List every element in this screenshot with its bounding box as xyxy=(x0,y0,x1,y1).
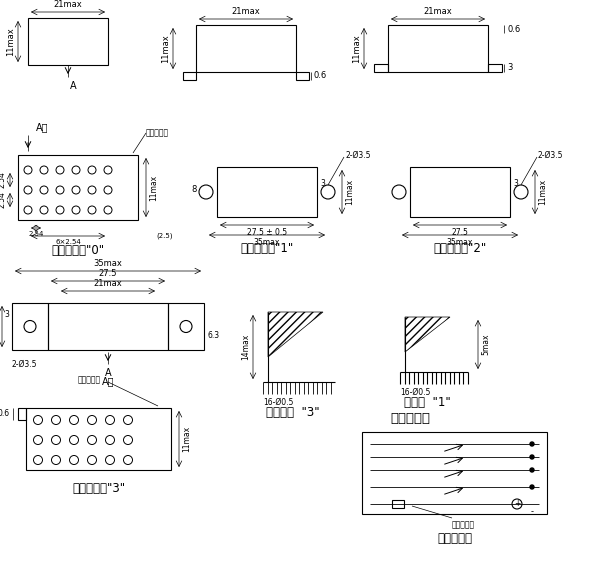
Bar xyxy=(296,72,309,80)
Bar xyxy=(18,408,26,420)
Text: 21max: 21max xyxy=(53,0,83,9)
Text: 插针式  "1": 插针式 "1" xyxy=(404,396,450,409)
Text: 2-Ø3.5: 2-Ø3.5 xyxy=(345,151,371,159)
Bar xyxy=(392,500,404,508)
Text: 2.54: 2.54 xyxy=(0,172,7,189)
Circle shape xyxy=(530,455,534,459)
Text: 3: 3 xyxy=(507,63,513,73)
Text: 11max: 11max xyxy=(161,34,170,63)
Text: +: + xyxy=(514,499,520,509)
Text: 后激励线圈: 后激励线圈 xyxy=(452,520,475,529)
Text: 6.3: 6.3 xyxy=(207,331,219,340)
Text: A向: A向 xyxy=(102,376,114,386)
Bar xyxy=(362,432,547,514)
Text: 0.6: 0.6 xyxy=(314,72,327,80)
Text: 11max: 11max xyxy=(6,27,15,56)
Bar xyxy=(12,303,48,350)
Text: 16-Ø0.5: 16-Ø0.5 xyxy=(263,398,293,407)
Text: 3: 3 xyxy=(513,179,518,187)
Text: 0.6: 0.6 xyxy=(507,24,520,34)
Text: (2.5): (2.5) xyxy=(156,233,172,239)
Text: 21max: 21max xyxy=(424,7,453,16)
Text: -: - xyxy=(530,508,533,516)
Text: 2-Ø3.5: 2-Ø3.5 xyxy=(12,360,37,369)
Text: 8: 8 xyxy=(191,186,197,194)
Text: 21max: 21max xyxy=(232,7,260,16)
Text: 安装方式："0": 安装方式："0" xyxy=(52,243,105,257)
Text: 引出端型式: 引出端型式 xyxy=(390,411,430,424)
Text: 着色绝缘子: 着色绝缘子 xyxy=(146,129,169,137)
Text: 5max: 5max xyxy=(481,333,490,355)
Bar xyxy=(168,303,204,350)
Text: 35max: 35max xyxy=(254,238,280,247)
Text: 11max: 11max xyxy=(149,175,158,201)
Text: 11max: 11max xyxy=(345,179,354,205)
Text: A: A xyxy=(70,81,77,91)
Text: 2-Ø3.5: 2-Ø3.5 xyxy=(538,151,564,159)
Bar xyxy=(18,155,138,220)
Text: 6×2.54: 6×2.54 xyxy=(55,239,81,245)
Bar xyxy=(488,64,502,72)
Bar xyxy=(26,408,171,470)
Text: A: A xyxy=(105,368,111,378)
Bar xyxy=(217,167,317,217)
Bar xyxy=(410,167,510,217)
Text: 14max: 14max xyxy=(241,334,250,360)
Text: 底视电路图: 底视电路图 xyxy=(437,532,472,545)
Text: 软引线式  "3": 软引线式 "3" xyxy=(266,406,320,418)
Text: 35max: 35max xyxy=(94,259,122,268)
Bar xyxy=(374,64,388,72)
Text: 2.54: 2.54 xyxy=(29,231,44,237)
Text: 16-Ø0.5: 16-Ø0.5 xyxy=(400,388,431,397)
Bar xyxy=(196,25,296,72)
Text: 2.54: 2.54 xyxy=(0,191,7,208)
Text: 11max: 11max xyxy=(182,426,191,452)
Circle shape xyxy=(530,468,534,472)
Text: 21max: 21max xyxy=(94,279,122,288)
Text: 安装方式："3": 安装方式："3" xyxy=(72,481,125,495)
Text: 27.5 ± 0.5: 27.5 ± 0.5 xyxy=(247,228,287,237)
Bar xyxy=(48,303,168,350)
Text: 11max: 11max xyxy=(352,34,361,63)
Text: A向: A向 xyxy=(36,122,49,132)
Text: 27.5: 27.5 xyxy=(451,228,469,237)
Circle shape xyxy=(530,442,534,446)
Text: 27.5: 27.5 xyxy=(99,269,117,278)
Text: 3: 3 xyxy=(4,310,9,320)
Circle shape xyxy=(530,485,534,489)
Text: 安装方式："2": 安装方式："2" xyxy=(434,243,486,255)
Text: 3: 3 xyxy=(320,179,325,187)
Text: 着色绝缘子: 着色绝缘子 xyxy=(78,375,101,385)
Text: 0.6: 0.6 xyxy=(0,410,10,418)
Text: 11max: 11max xyxy=(538,179,547,205)
Bar xyxy=(28,18,108,65)
Bar xyxy=(183,72,196,80)
Text: 安装方式："1": 安装方式："1" xyxy=(241,243,293,255)
Text: 35max: 35max xyxy=(447,238,473,247)
Bar xyxy=(388,25,488,72)
